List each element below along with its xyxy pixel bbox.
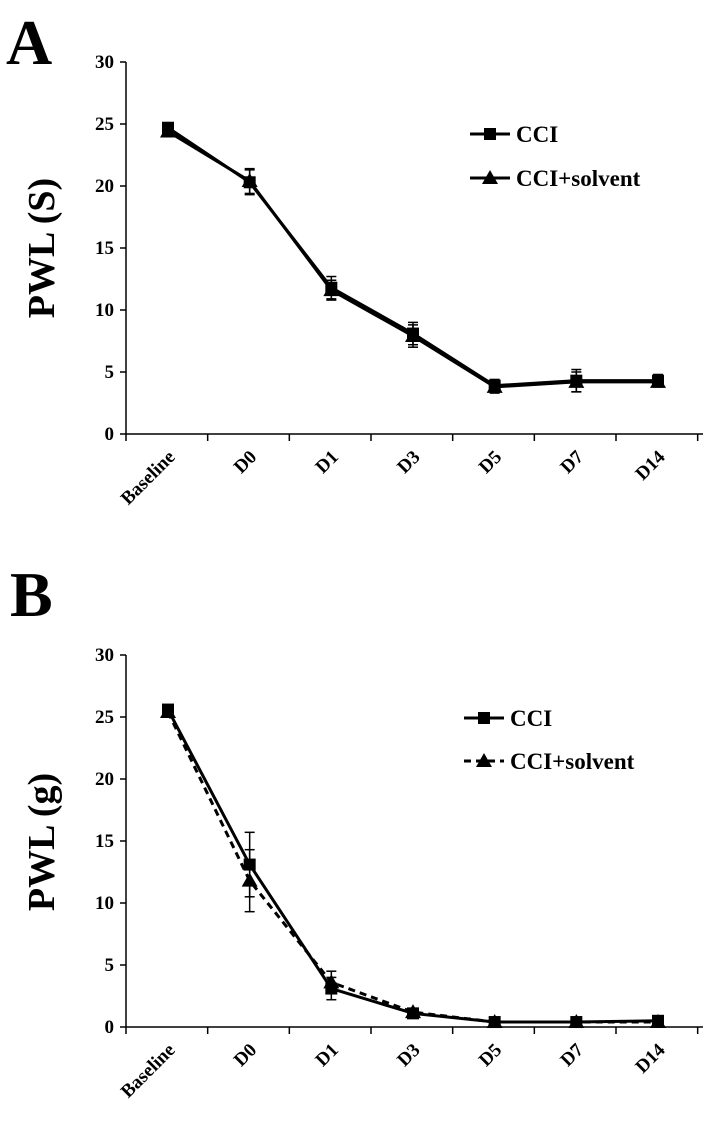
data-point-triangle bbox=[160, 704, 176, 719]
data-point-triangle bbox=[568, 1014, 585, 1029]
x-tick-label: D7 bbox=[557, 446, 589, 478]
panel-b: B PWL (g) 0 5 10 15 20 25 30 Baseline D0 D1 D3 D5 D7 D1… bbox=[10, 559, 703, 1102]
y-tick-label: 10 bbox=[95, 893, 114, 914]
legend-marker-square bbox=[484, 128, 496, 140]
y-tick-label: 15 bbox=[95, 831, 114, 852]
y-tick-label: 25 bbox=[95, 114, 114, 135]
x-tick-label: D1 bbox=[312, 447, 343, 478]
y-axis-label: PWL (g) bbox=[21, 773, 63, 911]
y-tick-label: 30 bbox=[95, 645, 114, 666]
data-point-triangle bbox=[650, 1014, 666, 1029]
data-point-triangle bbox=[323, 282, 340, 297]
legend-marker-triangle bbox=[482, 170, 498, 184]
x-tick-label: D7 bbox=[557, 1039, 589, 1071]
data-point-triangle bbox=[486, 1014, 503, 1029]
x-tick-label: D14 bbox=[632, 446, 670, 484]
y-tick-label: 10 bbox=[95, 300, 114, 321]
x-tick-label: D1 bbox=[312, 1040, 343, 1071]
panel-a: A PWL (S) 0 5 10 15 20 25 30 Baseline D0 D1 D3 D5 D7 D1… bbox=[6, 7, 703, 509]
panel-letter: B bbox=[10, 559, 53, 630]
x-tick-label: D14 bbox=[632, 1039, 670, 1077]
x-tick-label: D0 bbox=[230, 1040, 261, 1071]
x-tick-label: Baseline bbox=[117, 447, 180, 510]
legend-label: CCI bbox=[516, 122, 558, 147]
panel-letter: A bbox=[6, 7, 52, 78]
legend-label: CCI+solvent bbox=[516, 166, 641, 191]
data-point-triangle bbox=[568, 373, 585, 388]
data-point-triangle bbox=[650, 373, 666, 388]
legend-marker-square bbox=[478, 712, 490, 724]
y-tick-label: 25 bbox=[95, 707, 114, 728]
y-tick-label: 20 bbox=[95, 176, 114, 197]
data-point-triangle bbox=[405, 1004, 421, 1019]
y-axis-label: PWL (S) bbox=[21, 178, 63, 318]
data-point-triangle bbox=[241, 173, 258, 188]
legend-label: CCI+solvent bbox=[510, 749, 635, 774]
legend-marker-triangle bbox=[476, 753, 492, 767]
legend-label: CCI bbox=[510, 706, 552, 731]
data-point-triangle bbox=[405, 328, 421, 343]
y-tick-label: 5 bbox=[105, 955, 115, 976]
data-point-triangle bbox=[160, 123, 176, 138]
x-tick-label: D5 bbox=[475, 1040, 506, 1071]
data-point-triangle bbox=[241, 872, 258, 887]
x-tick-label: Baseline bbox=[117, 1040, 180, 1103]
y-tick-label: 5 bbox=[105, 362, 115, 383]
data-point-triangle bbox=[486, 378, 503, 393]
x-tick-label: D3 bbox=[393, 1040, 424, 1071]
x-tick-label: D3 bbox=[393, 447, 424, 478]
y-tick-label: 30 bbox=[95, 52, 114, 73]
x-tick-label: D5 bbox=[475, 447, 506, 478]
x-tick-label: D0 bbox=[230, 447, 261, 478]
data-point-triangle bbox=[323, 974, 340, 989]
y-tick-label: 0 bbox=[105, 424, 115, 445]
y-tick-label: 0 bbox=[105, 1017, 115, 1038]
y-tick-label: 15 bbox=[95, 238, 114, 259]
y-tick-label: 20 bbox=[95, 769, 114, 790]
